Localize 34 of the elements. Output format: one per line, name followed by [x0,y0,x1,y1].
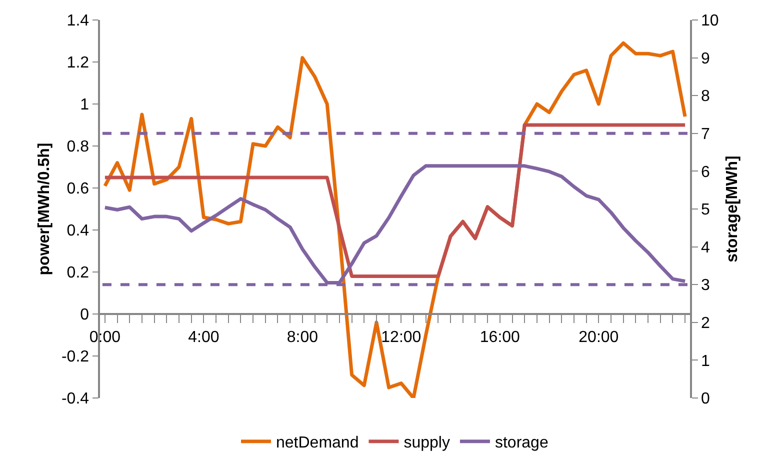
x-tick-label: 20:00 [578,328,619,346]
y-tick-label: 1.4 [66,12,90,30]
y2-tick-label: 7 [700,126,710,143]
y-tick-label: 0 [80,306,90,324]
line-series [103,123,687,278]
y-tick-label: 0.4 [66,222,90,240]
y2-tick-label: 2 [700,315,710,332]
y2-tick-label: 4 [700,239,710,256]
x-tick-label: 12:00 [381,328,422,346]
y2-tick-label: 3 [700,277,710,294]
y2-tick-label: 6 [700,164,710,181]
x-tick-label: 0:00 [89,328,121,346]
y-axis-title: power[MWh/0.5h] [36,142,53,276]
y2-tick-label: 10 [700,12,719,30]
x-tick-label: 16:00 [480,328,520,346]
legend-label: netDemand [276,434,359,452]
legend-label: supply [404,434,450,452]
x-tick-label: 8:00 [286,328,318,346]
y-tick-label: 1 [80,96,90,114]
x-tick-label: 4:00 [188,328,220,346]
legend-label: storage [494,434,548,452]
y2-tick-label: 1 [700,352,710,370]
y-tick-label: -0.4 [61,390,90,408]
y2-tick-label: 0 [700,390,710,408]
y2-tick-label: 8 [700,88,710,106]
y2-axis-title: storage[MWh] [724,156,742,262]
y-tick-label: 0.6 [66,180,90,198]
y-tick-label: 0.2 [66,264,90,282]
y-tick-label: -0.2 [61,348,90,366]
y2-tick-label: 9 [700,50,710,68]
y2-tick-label: 5 [700,202,710,219]
y-tick-label: 0.8 [66,138,90,156]
line-series [103,164,687,284]
y-tick-label: 1.2 [66,54,90,72]
